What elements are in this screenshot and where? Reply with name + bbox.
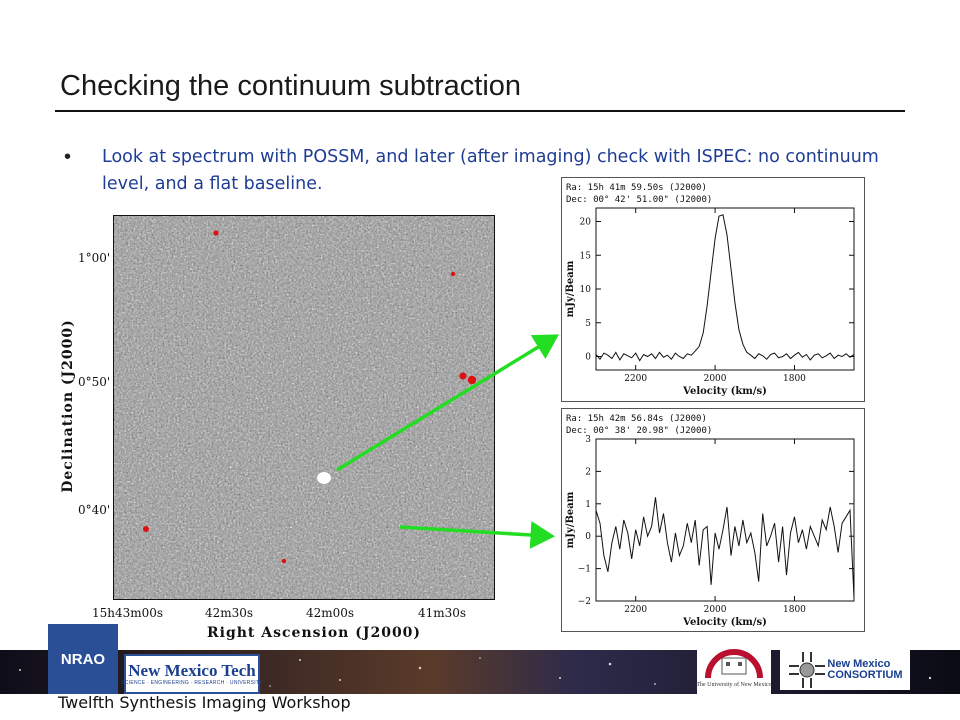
y-tick-label: 10 [580,285,592,295]
dec-tick-label: 0°40' [78,503,111,517]
nmt-logo-subtext: SCIENCE · ENGINEERING · RESEARCH · UNIVE… [121,680,263,686]
x-tick-label: 1800 [783,605,806,615]
y-tick-label: 5 [585,319,591,329]
y-tick-label: 15 [580,251,592,261]
y-axis-label: mJy/Beam [565,491,576,548]
y-tick-label: 2 [585,467,591,477]
y-axis-label: mJy/Beam [565,260,576,317]
spectrum-panel-bottom: Ra: 15h 42m 56.84s (J2000) Dec: 00° 38' … [561,408,865,632]
dec-tick-label: 0°50' [78,375,111,389]
y-tick-label: 0 [585,532,591,542]
x-tick-label: 2000 [704,374,727,384]
radio-map-image [113,215,495,600]
nmt-logo-text: New Mexico Tech [128,661,256,680]
x-tick-label: 1800 [783,374,806,384]
new-mexico-tech-logo: New Mexico Tech SCIENCE · ENGINEERING · … [121,654,263,694]
y-tick-label: 1 [585,500,591,510]
ra-axis-label: Right Ascension (J2000) [207,625,422,641]
y-tick-label: −1 [578,565,591,575]
bullet-text: Look at spectrum with POSSM, and later (… [102,147,879,194]
x-axis-label: Velocity (km/s) [682,617,767,628]
zia-sun-icon [789,652,826,688]
plot-frame [595,207,855,371]
x-tick-label: 2200 [624,374,647,384]
unm-logo: The University of New Mexico [696,638,772,694]
title-divider [55,110,905,112]
nrao-logo-text: NRAO [60,650,106,668]
x-axis-label: Velocity (km/s) [682,386,767,397]
new-mexico-consortium-logo: New Mexico CONSORTIUM [780,650,910,690]
spectrum-panel-top: Ra: 15h 41m 59.50s (J2000) Dec: 00° 42' … [561,177,865,402]
nmc-logo-line2: CONSORTIUM [827,669,903,681]
unm-logo-text: The University of New Mexico [696,682,772,688]
spectrum-dec-label: Dec: 00° 42' 51.00" (J2000) [566,195,712,205]
spectrum-plot-bottom: −2 −1 0 1 2 3 2200 2000 1800 Velocity (km/s) mJy/B… [565,435,855,628]
spectrum-ra-label: Ra: 15h 41m 59.50s (J2000) [566,183,707,193]
dec-axis-label: Declination (J2000) [60,319,76,493]
nrao-logo: NRAO [48,624,118,694]
source-marker [213,230,219,236]
unm-emblem-icon [705,649,763,679]
spectrum-line [595,497,855,598]
ra-tick-label: 41m30s [418,606,467,620]
x-tick-label: 2000 [704,605,727,615]
source-marker [467,375,477,385]
spectrum-line [595,214,855,362]
ra-tick-label: 42m30s [205,606,254,620]
spectrum-ra-label: Ra: 15h 42m 56.84s (J2000) [566,414,707,424]
nmc-logo-line1: New Mexico [827,658,891,670]
bullet-marker: • [64,146,72,168]
dec-tick-label: 1°00' [78,251,111,265]
spectrum-dec-label: Dec: 00° 38' 20.98" (J2000) [566,426,712,436]
y-tick-label: −2 [578,597,591,607]
y-tick-label: 3 [585,435,591,445]
footer-workshop-text: Twelfth Synthesis Imaging Workshop [58,693,351,712]
bright-source-marker [317,472,331,484]
nmc-logo-text: New Mexico CONSORTIUM [827,659,902,681]
spectrum-plot-top: 0 5 10 15 20 2200 2000 1800 Velocity (km/s) mJy/B… [565,207,855,397]
x-tick-label: 2200 [624,605,647,615]
y-tick-label: 0 [585,353,591,363]
plot-frame [595,438,855,602]
source-marker [459,372,467,380]
source-marker [450,271,456,277]
slide-title: Checking the continuum subtraction [60,70,522,102]
source-marker [143,526,149,532]
y-tick-label: 20 [580,218,592,228]
ra-tick-label: 15h43m00s [92,606,164,620]
source-marker [281,558,287,564]
ra-tick-label: 42m00s [306,606,355,620]
